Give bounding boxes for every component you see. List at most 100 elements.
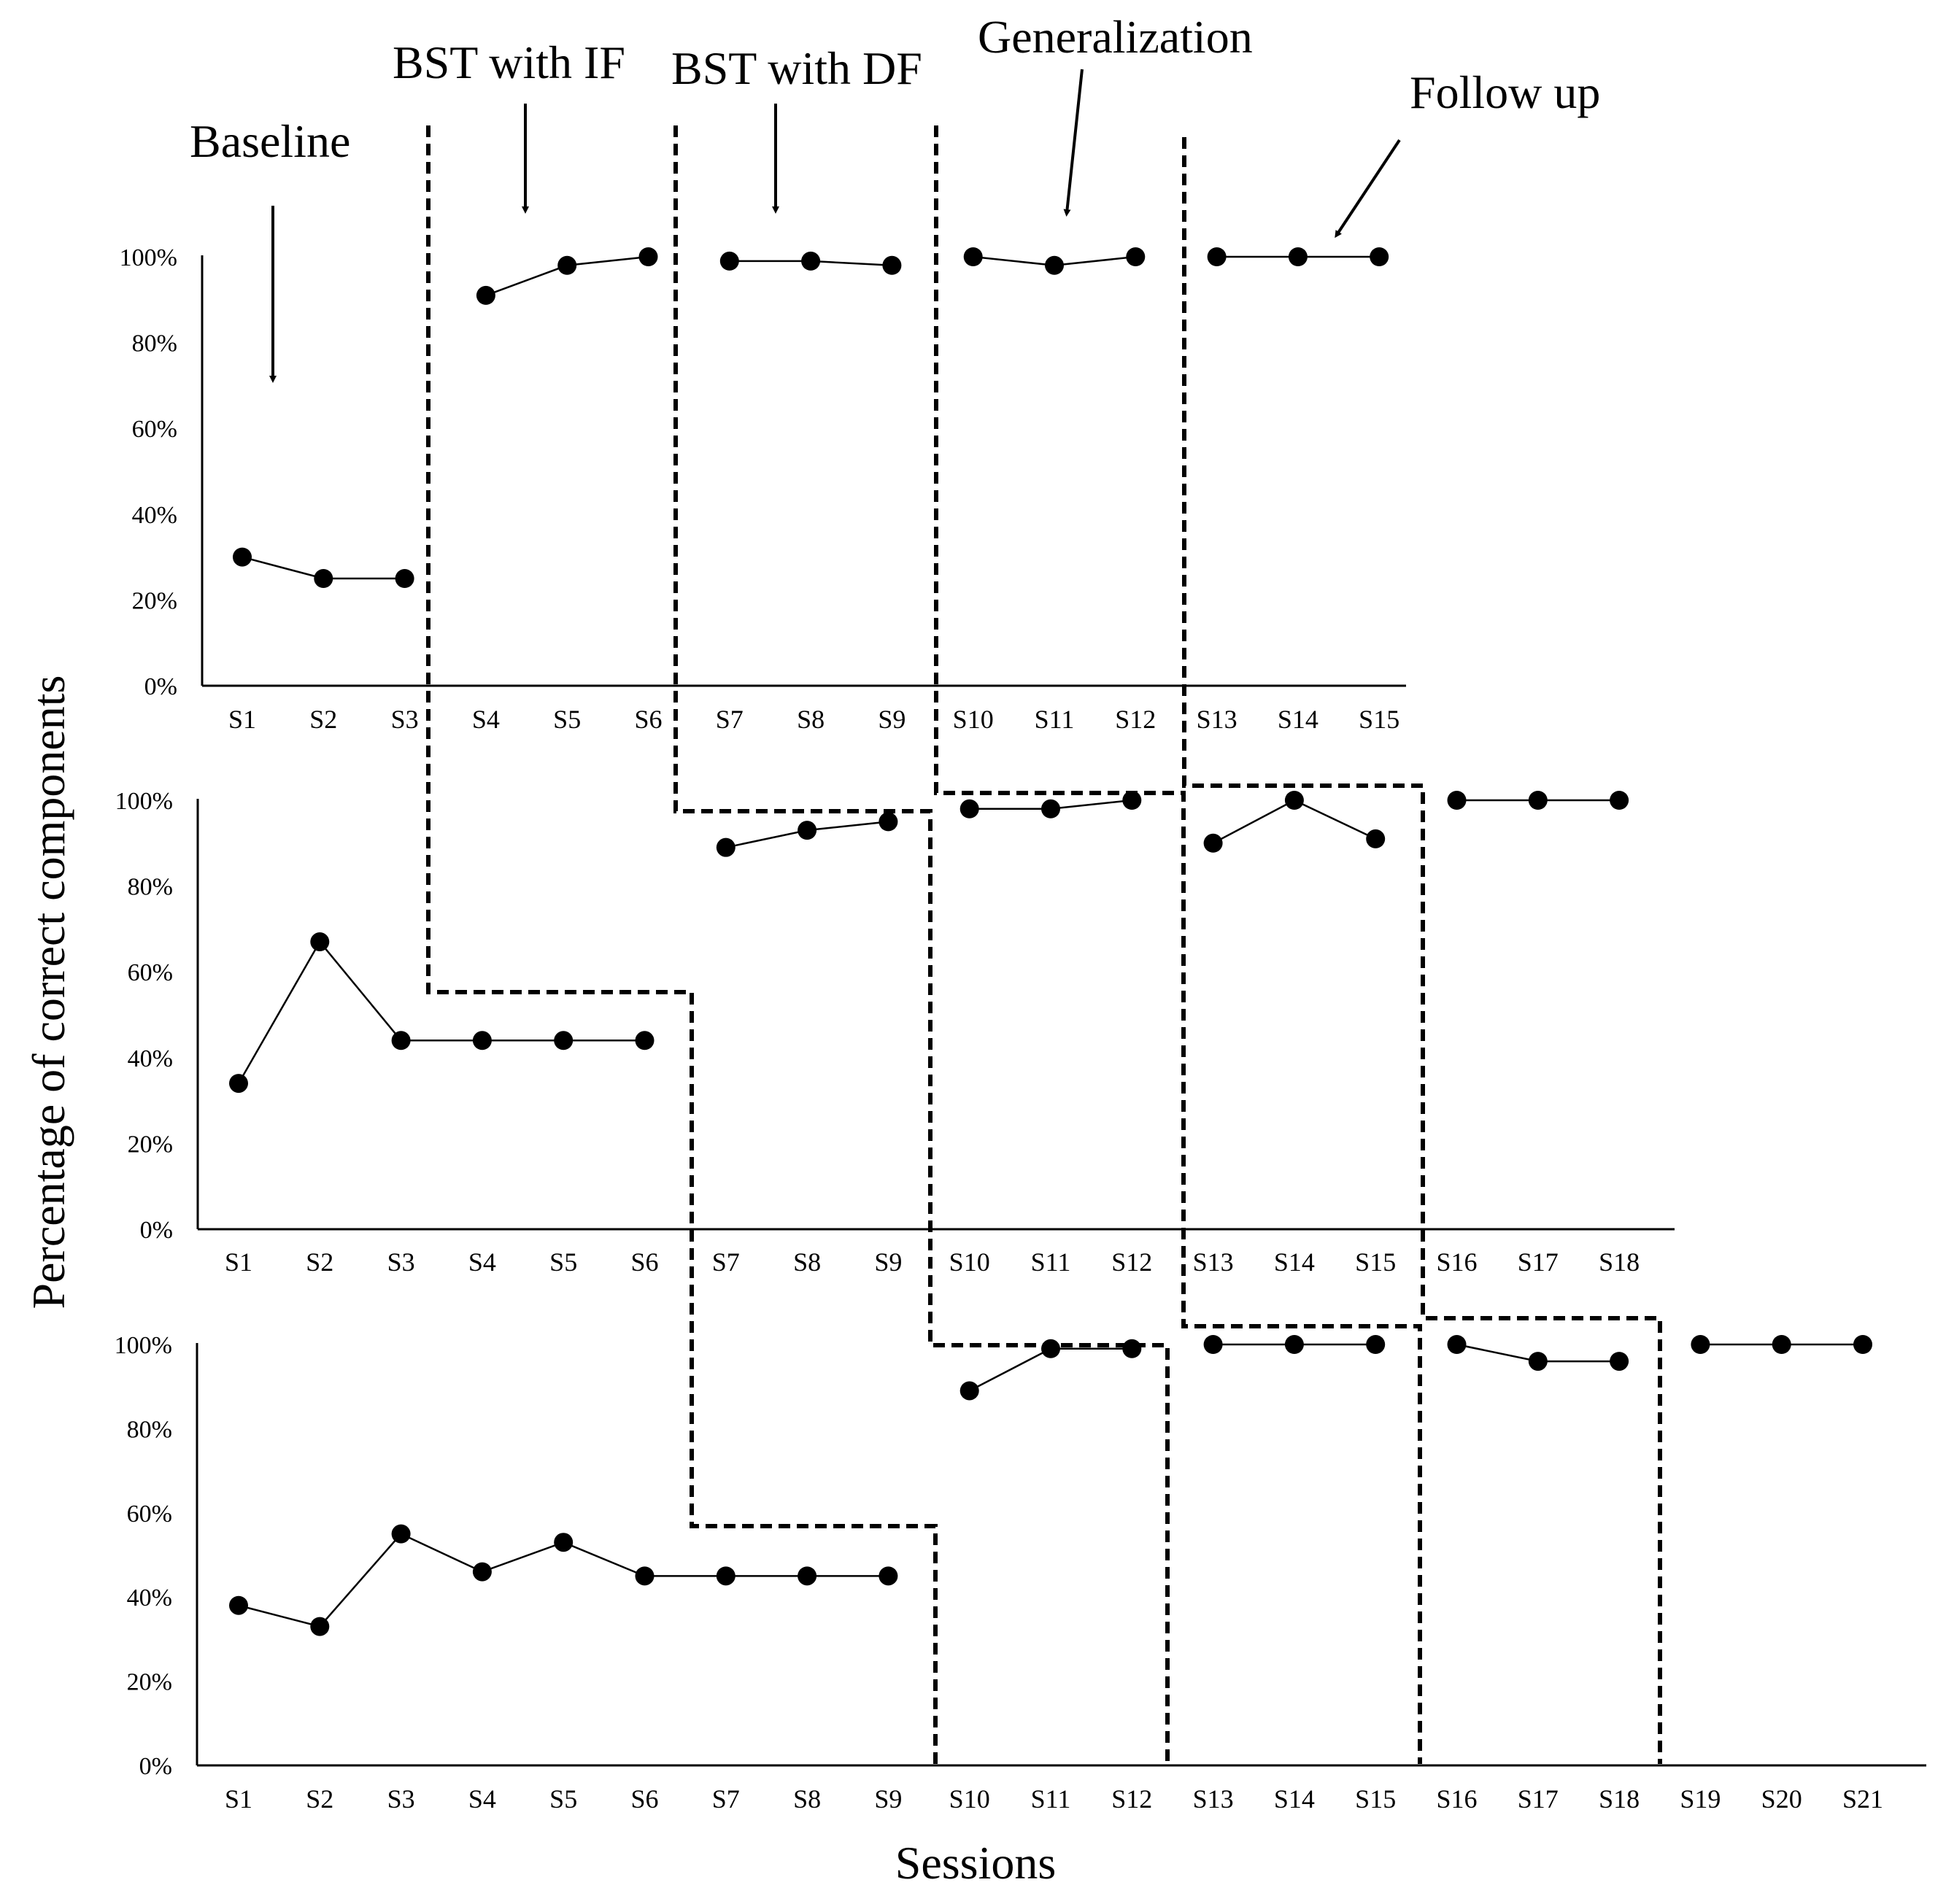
y-tick-label: 60%: [127, 1501, 172, 1528]
y-tick-label: 80%: [128, 874, 173, 901]
data-point: [798, 821, 817, 840]
x-tick-label: S9: [874, 1784, 902, 1814]
x-tick-label: S4: [468, 1784, 496, 1814]
phase-change-line-1: [426, 125, 938, 1764]
data-point: [798, 1566, 817, 1586]
y-tick-label: 20%: [132, 587, 177, 614]
x-tick-label: S14: [1274, 1784, 1315, 1814]
x-tick-label: S6: [630, 1784, 658, 1814]
x-tick-label: S2: [306, 1247, 333, 1277]
x-tick-label: S18: [1599, 1784, 1640, 1814]
data-point: [879, 1566, 898, 1586]
data-point: [1772, 1335, 1791, 1354]
data-point: [1122, 791, 1142, 810]
data-point: [1528, 1352, 1548, 1371]
x-tick-label: S12: [1111, 1247, 1152, 1277]
x-tick-label: S3: [387, 1247, 415, 1277]
y-tick-label: 40%: [127, 1584, 172, 1611]
panel-2: 0% 20% 40% 60% 80% 100% S1 S2 S3 S4 S5 S6 S7 S8 S9 S10 S…: [115, 788, 1675, 1277]
data-point: [1528, 791, 1548, 810]
x-tick-label: S10: [953, 705, 994, 734]
data-point: [879, 812, 898, 832]
x-tick-label: S8: [797, 705, 825, 734]
x-tick-label: S7: [712, 1784, 740, 1814]
phase-change-line-4: [1182, 137, 1662, 1764]
x-axis-title: Sessions: [895, 1837, 1057, 1889]
x-tick-label: S6: [634, 705, 662, 734]
x-tick-label: S16: [1436, 1784, 1477, 1814]
panel-3: 0% 20% 40% 60% 80% 100% S1 S2 S3 S4 S5 S6 S7 S8 S9 S10 S…: [115, 1332, 1926, 1814]
y-tick-label: 80%: [132, 330, 177, 357]
x-tick-label: S1: [228, 705, 256, 734]
y-tick-label: 40%: [128, 1045, 173, 1072]
data-point: [1122, 1339, 1142, 1358]
x-tick-label: S11: [1031, 1247, 1071, 1277]
x-tick-label: S5: [549, 1784, 577, 1814]
data-point: [635, 1566, 655, 1586]
y-tick-label: 60%: [128, 959, 173, 986]
x-tick-label: S9: [874, 1247, 902, 1277]
data-point: [233, 547, 252, 567]
y-tick-label: 0%: [144, 673, 177, 700]
x-tick-label: S7: [716, 705, 744, 734]
x-tick-label: S5: [553, 705, 581, 734]
phase-label-generalization: Generalization: [978, 11, 1253, 63]
x-tick-label: S12: [1115, 705, 1156, 734]
data-point: [1045, 255, 1064, 275]
data-point: [1853, 1335, 1872, 1354]
x-tick-label: S13: [1193, 1247, 1234, 1277]
x-tick-label: S11: [1035, 705, 1075, 734]
data-point: [1366, 829, 1386, 848]
x-tick-label: S10: [949, 1784, 990, 1814]
y-tick-label: 100%: [115, 788, 173, 815]
phase-label-baseline: Baseline: [190, 115, 350, 167]
y-tick-label: 20%: [128, 1131, 173, 1158]
x-tick-label: S1: [225, 1247, 252, 1277]
data-point: [1447, 791, 1467, 810]
y-tick-label: 0%: [139, 1753, 172, 1780]
data-point: [963, 247, 983, 266]
data-point: [1610, 791, 1629, 810]
phase-label-bst-df: BST with DF: [671, 42, 922, 94]
data-point: [801, 251, 821, 271]
data-point: [472, 1031, 492, 1050]
data-point: [960, 799, 979, 819]
data-point: [391, 1031, 411, 1050]
y-tick-label: 40%: [132, 502, 177, 529]
data-point: [391, 1524, 411, 1544]
data-point: [472, 1562, 492, 1582]
x-tick-label: S8: [793, 1247, 821, 1277]
x-tick-label: S13: [1193, 1784, 1234, 1814]
x-tick-label: S2: [306, 1784, 333, 1814]
x-tick-label: S14: [1274, 1247, 1315, 1277]
data-point: [395, 569, 414, 588]
y-tick-label: 0%: [140, 1217, 173, 1244]
x-tick-label: S8: [793, 1784, 821, 1814]
x-tick-label: S14: [1278, 705, 1318, 734]
data-point: [716, 1566, 735, 1586]
data-point: [554, 1031, 574, 1050]
x-tick-label: S6: [630, 1247, 658, 1277]
arrow-follow-up: [1335, 139, 1401, 239]
x-tick-label: S4: [468, 1247, 496, 1277]
data-point: [1207, 247, 1227, 266]
x-tick-label: S20: [1761, 1784, 1802, 1814]
phase-change-line-3: [934, 125, 1422, 1764]
data-point: [1203, 833, 1223, 853]
arrow-generalization: [1063, 69, 1084, 217]
x-tick-label: S4: [472, 705, 500, 734]
y-tick-label: 60%: [132, 416, 177, 443]
panel-1: 0% 20% 40% 60% 80% 100% S1 S2 S3 S4 S5 S6 S7 S8 S9 S10 S…: [120, 244, 1406, 734]
data-point: [310, 932, 330, 952]
series-line-segment: [237, 940, 645, 1084]
data-point: [1284, 791, 1304, 810]
data-point: [716, 837, 735, 857]
x-tick-label: S7: [712, 1247, 740, 1277]
x-tick-label: S15: [1355, 1784, 1396, 1814]
x-tick-label: S9: [878, 705, 906, 734]
data-point: [1370, 247, 1389, 266]
data-point: [229, 1595, 248, 1615]
x-tick-label: S1: [225, 1784, 252, 1814]
data-point: [229, 1074, 248, 1094]
